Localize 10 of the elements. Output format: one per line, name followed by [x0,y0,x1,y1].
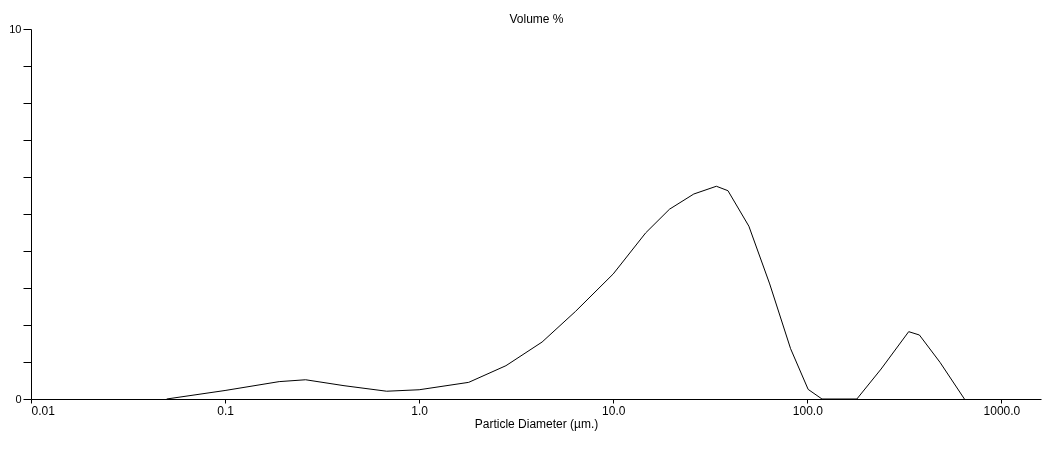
x-tick-label: 0.01 [31,403,56,418]
x-tick-label: 100.0 [792,403,824,418]
x-tick-label: 10.0 [602,403,626,418]
x-tick-label: 1.0 [411,403,429,418]
y-axis-title: Volume % [509,11,564,26]
y-tick-label: 10 [9,22,22,35]
x-tick-label: 0.1 [217,403,235,418]
x-axis-title: Particle Diameter (µm.) [474,416,599,431]
y-tick-label: 0 [15,392,22,405]
x-tick-label: 1000.0 [983,403,1021,418]
